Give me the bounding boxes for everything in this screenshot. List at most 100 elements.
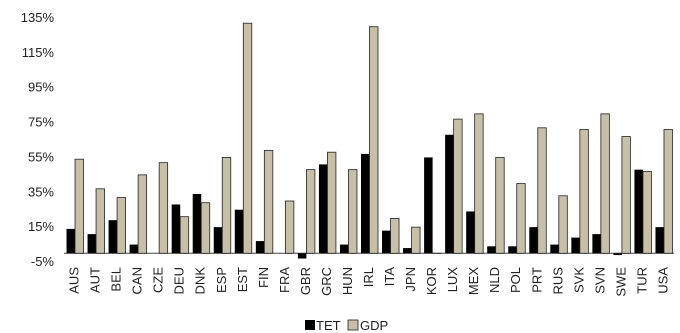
y-tick-label: -5% bbox=[31, 254, 55, 269]
legend: TET GDP bbox=[305, 318, 388, 333]
bar-tet-kor bbox=[424, 157, 433, 254]
y-tick-label: 15% bbox=[28, 219, 54, 234]
y-tick-label: 115% bbox=[22, 45, 55, 60]
bar-gdp-usa bbox=[663, 129, 673, 254]
x-tick-label: EST bbox=[235, 267, 250, 292]
bar-tet-grc bbox=[318, 164, 328, 254]
bar-tet-est bbox=[234, 209, 244, 254]
bar-gdp-irl bbox=[369, 26, 379, 254]
bar-tet-ita bbox=[382, 230, 391, 254]
bar-gdp-pol bbox=[516, 183, 526, 254]
x-tick-labels: AUS AUT BEL CAN CZE DEU DNK ESP EST FIN FRA GBR GRC H… bbox=[67, 267, 671, 297]
x-tick-label: DNK bbox=[193, 267, 208, 295]
y-tick-label: 95% bbox=[28, 80, 54, 95]
x-tick-label: ITA bbox=[382, 267, 397, 287]
bar-tet-hun bbox=[339, 244, 349, 254]
x-tick-label: DEU bbox=[172, 267, 187, 294]
bar-gdp-swe bbox=[621, 136, 631, 254]
bar-gdp-mex bbox=[474, 113, 484, 254]
bar-tet-tur bbox=[634, 169, 643, 254]
bar-gdp-grc bbox=[327, 151, 337, 254]
bar-tet-svk bbox=[571, 237, 580, 254]
y-tick-label: 75% bbox=[28, 115, 54, 130]
x-tick-label: FRA bbox=[277, 267, 292, 293]
x-tick-label: LUX bbox=[445, 267, 460, 293]
y-tick-label: 35% bbox=[28, 184, 54, 199]
bar-gdp-gbr bbox=[305, 169, 316, 254]
bar-gdp-aus bbox=[74, 158, 84, 254]
bar-gdp-esp bbox=[221, 157, 232, 254]
bar-tet-deu bbox=[171, 204, 181, 254]
bar-tet-jpn bbox=[403, 248, 412, 254]
x-tick-label: CZE bbox=[151, 267, 166, 293]
bar-tet-irl bbox=[361, 153, 370, 254]
bar-gdp-deu bbox=[179, 216, 190, 254]
bar-gdp-svn bbox=[600, 113, 610, 254]
x-tick-label: SVN bbox=[592, 267, 607, 294]
bar-gdp-nld bbox=[495, 157, 505, 254]
y-tick-label: 55% bbox=[28, 149, 54, 164]
x-tick-label: IRL bbox=[361, 267, 376, 287]
bar-tet-usa bbox=[655, 227, 664, 254]
bar-gdp-jpn bbox=[411, 226, 421, 254]
x-tick-label: HUN bbox=[340, 267, 355, 295]
bar-gdp-bel bbox=[116, 197, 126, 254]
bar-tet-bel bbox=[108, 220, 118, 254]
bar-gdp-svk bbox=[579, 129, 589, 254]
bar-gdp-can bbox=[137, 174, 148, 254]
x-tick-label: BEL bbox=[109, 267, 124, 292]
bar-tet-pol bbox=[508, 246, 517, 254]
x-tick-label: USA bbox=[655, 267, 670, 294]
bar-tet-prt bbox=[529, 227, 538, 254]
bar-tet-can bbox=[129, 244, 139, 254]
x-tick-label: JPN bbox=[403, 267, 418, 292]
legend-swatch-tet bbox=[305, 320, 315, 330]
bar-gdp-est bbox=[242, 22, 253, 254]
bar-tet-mex bbox=[466, 211, 475, 254]
bar-tet-svn bbox=[592, 234, 601, 254]
x-tick-label: ESP bbox=[214, 267, 229, 293]
bar-tet-aus bbox=[66, 228, 76, 254]
y-tick-labels: -5% 15% 35% 55% 75% 95% 115% 135% bbox=[21, 10, 55, 269]
bar-gdp-fra bbox=[284, 200, 295, 254]
x-tick-label: SVK bbox=[571, 267, 586, 293]
bar-tet-esp bbox=[213, 227, 223, 254]
bar-gdp-cze bbox=[158, 162, 169, 254]
bar-gdp-tur bbox=[642, 170, 652, 254]
bar-tet-dnk bbox=[192, 194, 202, 254]
bar-gdp-prt bbox=[537, 127, 547, 254]
legend-label-tet: TET bbox=[316, 318, 341, 333]
bar-gdp-rus bbox=[558, 195, 568, 254]
bar-gdp-lux bbox=[453, 118, 463, 254]
x-tick-label: CAN bbox=[130, 267, 145, 294]
bar-gdp-aut bbox=[95, 188, 105, 254]
bar-tet-lux bbox=[445, 134, 454, 254]
legend-swatch-gdp bbox=[347, 319, 359, 331]
x-tick-label: PRT bbox=[529, 267, 544, 293]
x-tick-label: KOR bbox=[424, 267, 439, 295]
bar-tet-aut bbox=[87, 234, 97, 254]
y-tick-label: 135% bbox=[21, 10, 55, 25]
bar-gdp-dnk bbox=[200, 202, 211, 254]
x-tick-label: SWE bbox=[613, 267, 628, 297]
x-tick-label: FIN bbox=[256, 267, 271, 288]
bars bbox=[66, 22, 673, 259]
legend-label-gdp: GDP bbox=[360, 318, 388, 333]
bar-tet-nld bbox=[487, 246, 496, 254]
bar-tet-gbr bbox=[297, 253, 307, 259]
x-tick-label: AUS bbox=[67, 267, 82, 294]
x-tick-label: GRC bbox=[319, 267, 334, 296]
x-tick-label: GBR bbox=[298, 267, 313, 295]
bar-gdp-ita bbox=[390, 218, 400, 254]
x-tick-label: RUS bbox=[550, 267, 565, 295]
bar-gdp-hun bbox=[348, 169, 358, 254]
x-tick-label: MEX bbox=[466, 267, 481, 296]
x-tick-label: NLD bbox=[487, 267, 502, 293]
x-tick-label: TUR bbox=[634, 267, 649, 294]
x-tick-label: POL bbox=[508, 267, 523, 293]
bar-gdp-fin bbox=[263, 150, 274, 254]
bar-tet-rus bbox=[550, 244, 559, 254]
bar-tet-swe bbox=[613, 253, 622, 256]
